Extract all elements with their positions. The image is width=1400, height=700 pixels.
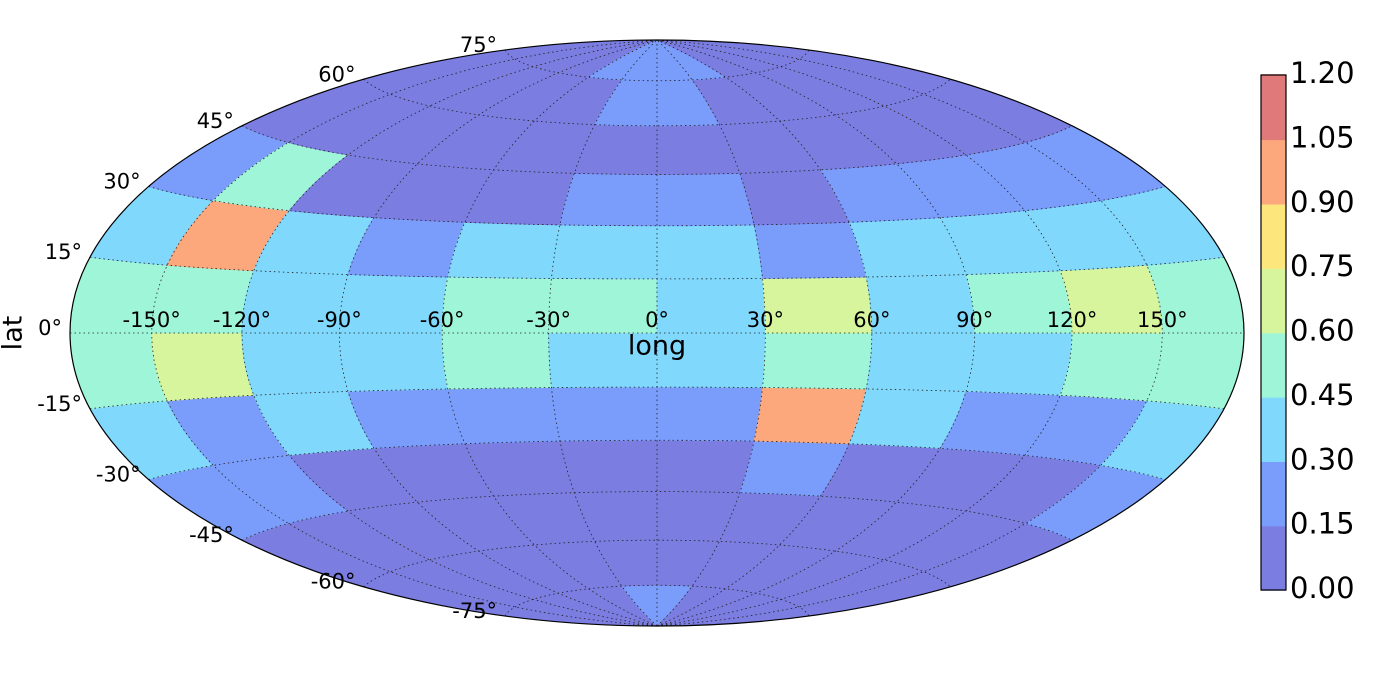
contour-cell xyxy=(550,386,658,442)
contour-cell xyxy=(559,172,658,227)
y-tick-label: 45° xyxy=(197,109,234,133)
contour-cell xyxy=(1059,332,1163,402)
contour-cell xyxy=(753,387,867,445)
parallel xyxy=(504,584,810,617)
colorbar-band xyxy=(1261,461,1286,526)
x-tick-label: -120° xyxy=(213,308,271,332)
parallel xyxy=(89,256,1225,280)
parallel xyxy=(504,49,810,82)
y-tick-label: -45° xyxy=(189,523,234,547)
contour-cell xyxy=(656,224,764,280)
colorbar-label: 0.30 xyxy=(1290,442,1355,476)
x-tick-label: 120° xyxy=(1047,308,1098,332)
colorbar-label: 0.75 xyxy=(1290,249,1355,283)
colorbar-frame xyxy=(1260,74,1287,591)
contour-cell xyxy=(241,332,349,396)
colorbar-label: 0.00 xyxy=(1290,571,1355,605)
contour-cell xyxy=(447,221,561,279)
tick-labels: -150° -120° -90° -60° -30° 0° 30° 60° 90° 120° 150… xyxy=(37,33,1187,623)
x-tick-label: 0° xyxy=(645,308,669,332)
y-tick-label: 15° xyxy=(45,240,82,264)
x-tick-label: -150° xyxy=(123,308,181,332)
contour-cell xyxy=(656,439,755,494)
y-tick-label: -60° xyxy=(311,570,356,594)
contour-cell xyxy=(865,332,976,392)
colorbar-band xyxy=(1261,525,1286,590)
x-tick-label: -90° xyxy=(317,308,362,332)
x-tick-label: 90° xyxy=(956,308,993,332)
colorbar-label: 0.60 xyxy=(1290,314,1355,348)
parallel xyxy=(89,386,1225,410)
x-tick-label: 30° xyxy=(747,308,784,332)
colorbar-band xyxy=(1261,332,1286,397)
colorbar-label: 0.45 xyxy=(1290,378,1355,412)
contour-cell xyxy=(447,387,561,445)
contour-cell xyxy=(550,224,658,280)
contour-cell xyxy=(656,172,755,227)
colorbar-band xyxy=(1261,75,1286,140)
parallel xyxy=(241,491,1073,541)
parallel xyxy=(241,125,1073,175)
x-tick-label: 60° xyxy=(853,308,890,332)
colorbar-band xyxy=(1261,139,1286,204)
contour-cell xyxy=(151,332,255,402)
meridian xyxy=(548,40,658,626)
colorbar: 0.00 0.15 0.30 0.45 0.60 0.75 0.90 1.05 1.20 xyxy=(1261,56,1355,605)
x-tick-label: 150° xyxy=(1137,308,1188,332)
graticule xyxy=(70,40,1244,626)
x-tick-label: -60° xyxy=(420,308,465,332)
map-frame xyxy=(69,39,1245,627)
contour-cell xyxy=(762,332,873,390)
colorbar-label: 0.90 xyxy=(1290,185,1355,219)
colorbar-label: 1.05 xyxy=(1290,120,1355,154)
contour-cell xyxy=(441,332,552,390)
y-tick-label: -75° xyxy=(452,599,497,623)
meridian xyxy=(656,40,1163,626)
contour-cell xyxy=(965,332,1073,396)
colorbar-band xyxy=(1261,203,1286,269)
contour-cell xyxy=(656,386,764,442)
y-tick-label: 60° xyxy=(318,62,355,86)
contour-cell xyxy=(559,439,658,494)
y-tick-label: 30° xyxy=(103,170,140,194)
y-tick-label: -15° xyxy=(37,392,82,416)
x-tick-label: -30° xyxy=(526,308,571,332)
contour-cell xyxy=(338,332,449,392)
y-tick-label: 0° xyxy=(38,316,62,340)
x-axis-label: long xyxy=(628,331,686,362)
contour-cell xyxy=(753,221,867,279)
y-tick-label: -30° xyxy=(96,463,141,487)
colorbar-label: 1.20 xyxy=(1290,56,1355,90)
colorbar-label: 0.15 xyxy=(1290,507,1355,541)
colorbar-band xyxy=(1261,396,1286,462)
colorbar-band xyxy=(1261,268,1286,333)
y-tick-label: 75° xyxy=(460,33,497,57)
meridian xyxy=(656,40,766,626)
y-axis-label: lat xyxy=(0,316,29,351)
